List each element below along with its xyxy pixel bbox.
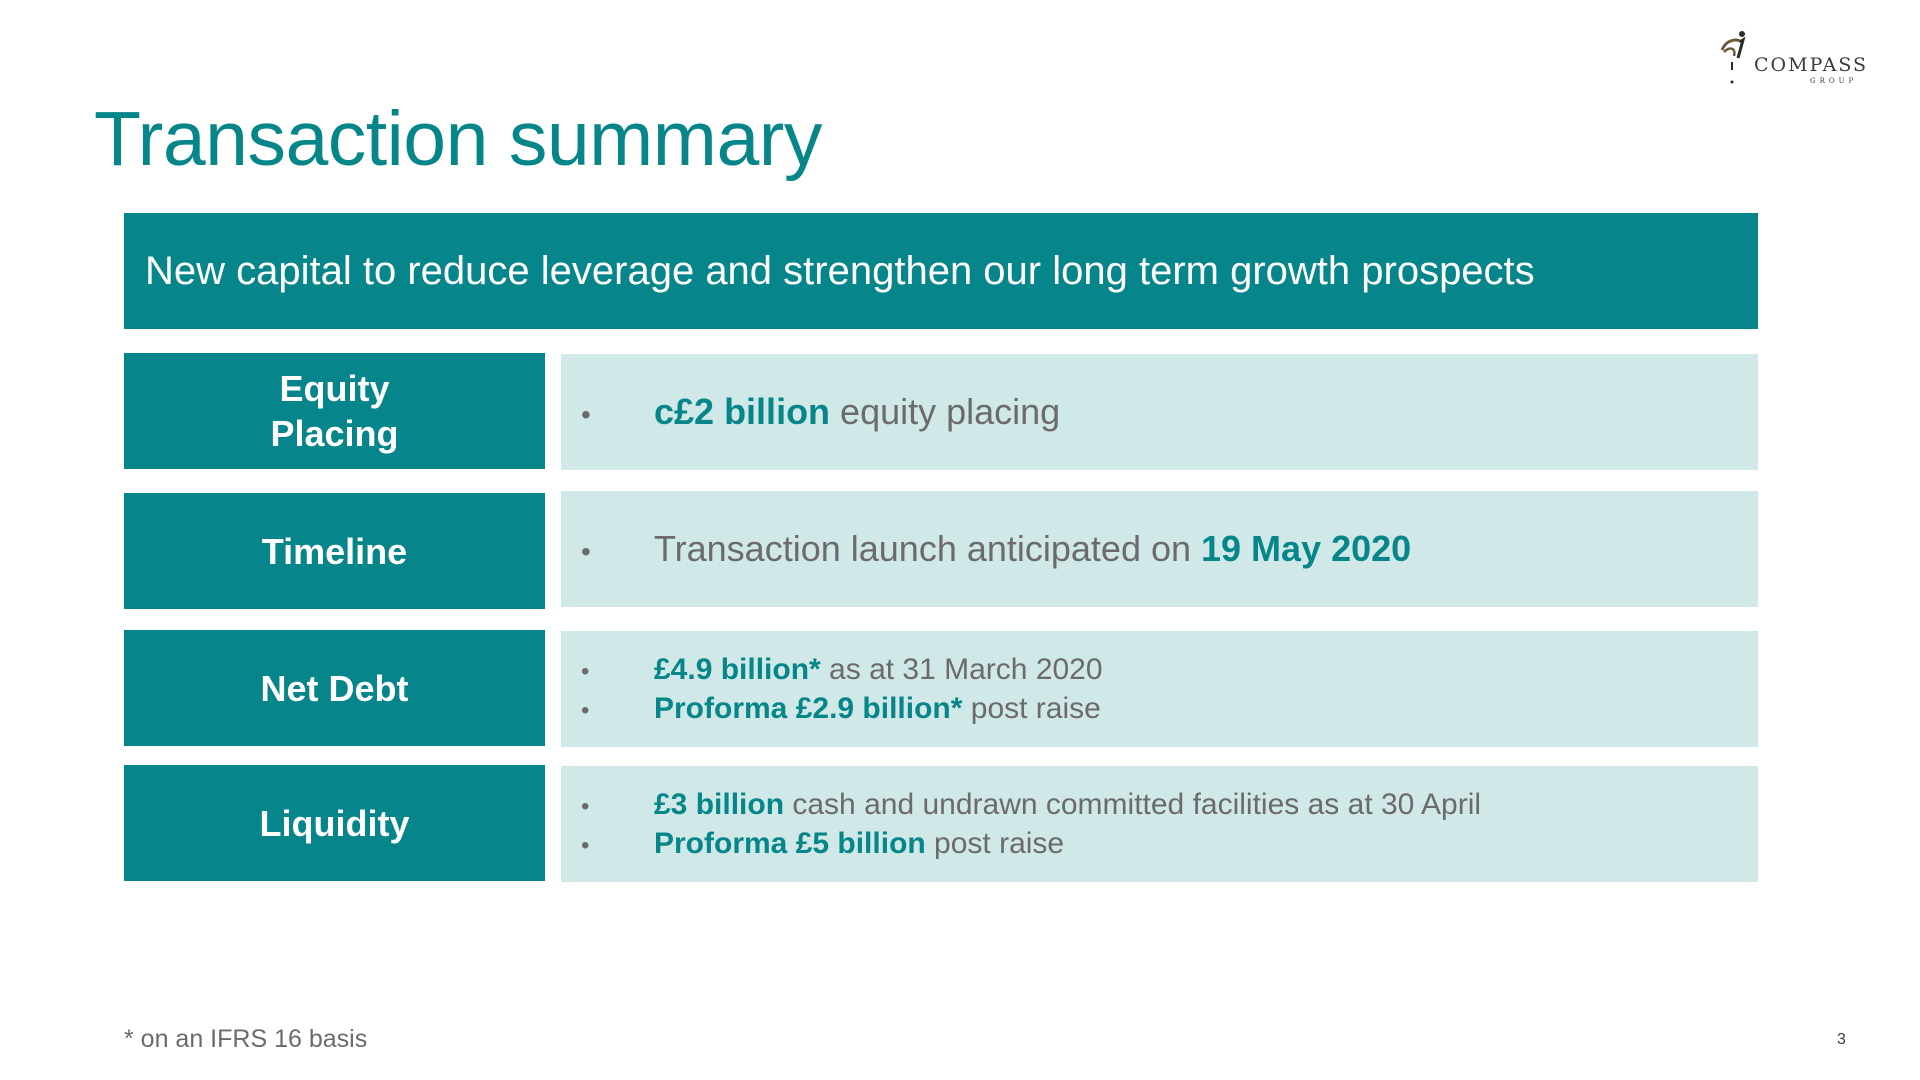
bullet-item: • £3 billion cash and undrawn committed … xyxy=(581,785,1758,824)
headline-banner: New capital to reduce leverage and stren… xyxy=(124,213,1758,329)
bullet-item: • Transaction launch anticipated on 19 M… xyxy=(581,527,1758,570)
logo-subtext: GROUP xyxy=(1810,77,1858,85)
highlight-text: 19 May 2020 xyxy=(1201,528,1412,570)
body-text: Transaction launch anticipated on xyxy=(654,528,1202,570)
body-text: post raise xyxy=(925,827,1065,860)
bullet-icon: • xyxy=(581,399,591,431)
row-content-liquidity: • £3 billion cash and undrawn committed … xyxy=(561,766,1758,882)
body-text: post raise xyxy=(962,692,1101,725)
row-content-net-debt: • £4.9 billion* as at 31 March 2020 • Pr… xyxy=(561,631,1758,747)
highlight-text: Proforma £5 billion xyxy=(654,827,926,860)
body-text: as at 31 March 2020 xyxy=(820,653,1103,686)
company-logo: COMPASS GROUP xyxy=(1716,26,1896,94)
row-label-line: Equity xyxy=(279,368,390,409)
page-number: 3 xyxy=(1837,1031,1846,1048)
row-label-text: Timeline xyxy=(261,530,408,572)
row-content-equity-placing: • c£2 billion equity placing xyxy=(561,354,1758,470)
row-label-text: Net Debt xyxy=(260,667,409,709)
highlight-text: c£2 billion xyxy=(654,391,831,433)
bullet-item: • Proforma £2.9 billion* post raise xyxy=(581,689,1758,728)
bullet-item: • Proforma £5 billion post raise xyxy=(581,824,1758,863)
bullet-icon: • xyxy=(581,536,591,568)
bullet-item: • £4.9 billion* as at 31 March 2020 xyxy=(581,650,1758,689)
row-label-timeline: Timeline xyxy=(124,493,545,609)
row-content-timeline: • Transaction launch anticipated on 19 M… xyxy=(561,491,1758,607)
bullet-icon: • xyxy=(581,658,590,685)
body-text: cash and undrawn committed facilities as… xyxy=(784,788,1482,821)
row-label-line: Placing xyxy=(270,413,399,454)
row-label-text: Liquidity xyxy=(259,802,410,844)
bullet-icon: • xyxy=(581,793,590,820)
logo-wordmark: COMPASS xyxy=(1754,54,1869,76)
highlight-text: £3 billion xyxy=(654,788,785,821)
footnote: * on an IFRS 16 basis xyxy=(124,1025,368,1053)
bullet-icon: • xyxy=(581,697,590,724)
highlight-text: Proforma £2.9 billion* xyxy=(654,692,963,725)
body-text: equity placing xyxy=(830,391,1061,433)
row-label-liquidity: Liquidity xyxy=(124,765,545,881)
bullet-icon: • xyxy=(581,832,590,859)
bullet-item: • c£2 billion equity placing xyxy=(581,390,1758,433)
page-title: Transaction summary xyxy=(94,96,822,182)
row-label-net-debt: Net Debt xyxy=(124,630,545,746)
compass-group-logo-icon xyxy=(1720,31,1746,84)
row-label-equity-placing: Equity Placing xyxy=(124,353,545,469)
banner-text: New capital to reduce leverage and stren… xyxy=(145,249,1535,293)
highlight-text: £4.9 billion* xyxy=(654,653,821,686)
